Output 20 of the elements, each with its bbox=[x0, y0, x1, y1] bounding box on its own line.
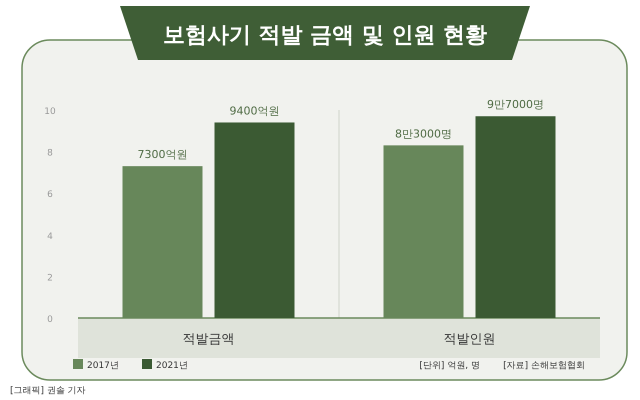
y-tick-label: 4 bbox=[47, 232, 54, 242]
x-tick-label: 적발인원 bbox=[444, 332, 496, 347]
y-tick-label: 6 bbox=[47, 190, 54, 200]
text: [그래픽] 권솔 기자 bbox=[10, 386, 86, 396]
y-tick-label: 2 bbox=[47, 273, 53, 284]
bar bbox=[214, 122, 294, 318]
bar bbox=[476, 116, 556, 318]
legend-label: 2021년 bbox=[156, 361, 188, 371]
text: [단위] 억원, 명 bbox=[419, 361, 480, 371]
annotation: 7300억원 bbox=[138, 148, 188, 162]
y-tick-label: 10 bbox=[44, 107, 56, 117]
text: [자료] 손해보험협회 bbox=[503, 361, 585, 371]
chart-title: 보험사기 적발 금액 및 인원 현황 bbox=[162, 23, 488, 48]
annotation: 9400억원 bbox=[230, 104, 280, 118]
y-tick-label: 8 bbox=[47, 148, 54, 159]
x-tick-label: 적발금액 bbox=[182, 332, 234, 347]
legend-label: 2017년 bbox=[87, 361, 119, 371]
y-tick-label: 0 bbox=[47, 315, 54, 325]
annotation: 9만7000명 bbox=[487, 98, 544, 112]
annotation: 8만3000명 bbox=[395, 127, 452, 140]
